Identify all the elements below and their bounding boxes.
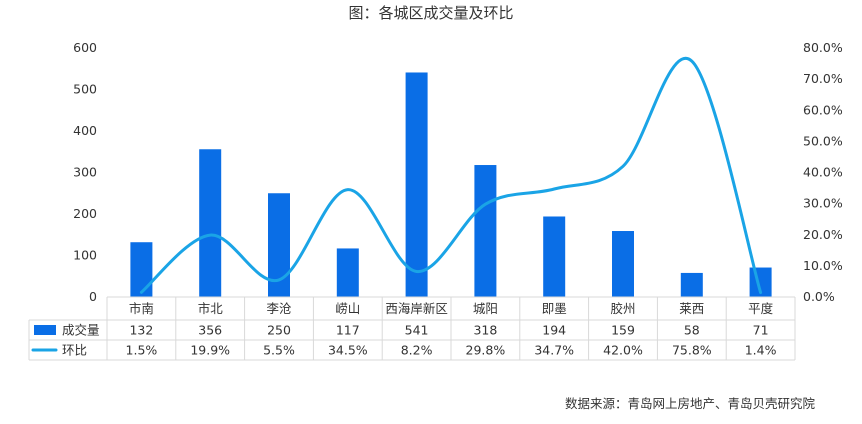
bar [474, 165, 497, 297]
bar [405, 72, 428, 297]
line-series [139, 56, 763, 295]
left-tick-label: 0 [89, 289, 97, 304]
source-note: 数据来源：青岛网上房地产、青岛贝壳研究院 [565, 396, 816, 411]
line-value-cell: 1.5% [126, 343, 158, 358]
right-tick-label: 70.0% [803, 71, 843, 86]
left-tick-label: 100 [73, 248, 97, 263]
line-value-cell: 19.9% [190, 343, 230, 358]
category-label: 西海岸新区 [385, 301, 448, 316]
line-value-cell: 5.5% [263, 343, 295, 358]
bar [336, 248, 359, 297]
bar-value-cell: 58 [684, 323, 700, 338]
right-tick-label: 20.0% [803, 227, 843, 242]
line-value-cell: 42.0% [603, 343, 643, 358]
category-label: 市北 [198, 301, 224, 316]
line-value-cell: 8.2% [401, 343, 433, 358]
left-tick-label: 400 [73, 123, 97, 138]
chart-title: 图：各城区成交量及环比 [348, 4, 513, 22]
bar [268, 193, 290, 297]
bar [680, 272, 703, 297]
legend-bar-swatch [34, 325, 56, 335]
line-value-cell: 29.8% [466, 343, 506, 358]
bar [612, 231, 634, 297]
bar-value-cell: 132 [129, 323, 153, 338]
category-label: 莱西 [679, 301, 704, 316]
category-label: 崂山 [335, 301, 360, 316]
line-value-cell: 75.8% [672, 343, 712, 358]
bar-value-cell: 194 [542, 323, 566, 338]
right-tick-label: 60.0% [803, 102, 843, 117]
category-label: 城阳 [473, 301, 498, 316]
right-tick-label: 0.0% [803, 289, 835, 304]
legend-line-label: 环比 [62, 343, 87, 358]
legend-bar-label: 成交量 [62, 323, 100, 338]
category-label: 市南 [129, 301, 154, 316]
bar-value-cell: 117 [336, 323, 360, 338]
line-value-cell: 34.5% [328, 343, 368, 358]
bar [130, 242, 153, 297]
bar [199, 149, 222, 297]
bar-value-cell: 250 [267, 323, 291, 338]
right-tick-label: 30.0% [803, 196, 843, 211]
right-axis: 0.0% 10.0% 20.0% 30.0% 40.0% 50.0% 60.0% 70.0% 8… [803, 40, 843, 304]
category-label: 平度 [748, 301, 774, 316]
left-tick-label: 600 [73, 40, 97, 55]
left-tick-label: 500 [73, 82, 97, 97]
line-value-cell: 1.4% [745, 343, 777, 358]
line-path [139, 56, 763, 295]
right-tick-label: 40.0% [803, 165, 843, 180]
right-tick-label: 10.0% [803, 258, 843, 273]
bar-value-cell: 71 [753, 323, 769, 338]
left-tick-label: 300 [73, 165, 97, 180]
right-tick-label: 50.0% [803, 133, 843, 148]
bar-value-cell: 159 [611, 323, 635, 338]
bar-value-cell: 318 [473, 323, 497, 338]
bar [543, 216, 566, 297]
category-label: 李沧 [266, 301, 292, 316]
right-tick-label: 80.0% [803, 40, 843, 55]
bar-value-cell: 541 [405, 323, 429, 338]
bar-series [130, 72, 772, 297]
category-label: 即墨 [542, 301, 567, 316]
line-value-cell: 34.7% [534, 343, 574, 358]
category-label: 胶州 [610, 301, 635, 316]
left-axis: 0 100 200 300 400 500 600 [73, 40, 97, 304]
bar-value-cell: 356 [198, 323, 222, 338]
left-tick-label: 200 [73, 206, 97, 221]
